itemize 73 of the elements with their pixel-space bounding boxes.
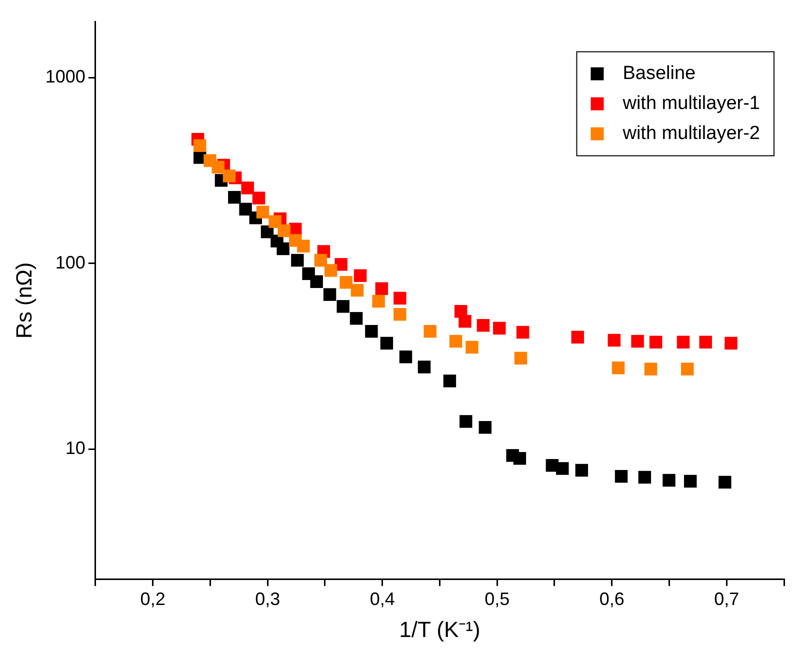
y-axis-title: Rs (nΩ): [11, 262, 36, 339]
x-tick-label: 0,5: [484, 588, 510, 609]
point: [458, 314, 472, 328]
x-tick-label: 0,3: [255, 588, 280, 609]
point: [418, 360, 431, 374]
point: [684, 474, 697, 488]
point: [399, 350, 412, 364]
point: [514, 352, 528, 365]
x-tick-label: 0,6: [599, 588, 624, 609]
point: [614, 470, 628, 483]
point: [638, 470, 652, 484]
point: [466, 340, 478, 354]
point: [314, 254, 328, 267]
point: [631, 334, 644, 348]
point: [212, 160, 224, 174]
point: [276, 242, 290, 256]
point: [516, 326, 530, 339]
point: [460, 415, 472, 428]
point: [291, 254, 304, 267]
point: [476, 319, 490, 332]
point: [310, 275, 323, 288]
point: [662, 474, 676, 487]
point: [222, 170, 236, 182]
legend-label: with multilayer-2: [622, 123, 760, 144]
point: [676, 336, 690, 348]
point: [513, 452, 526, 465]
point: [297, 240, 310, 252]
point: [365, 324, 378, 338]
point: [354, 269, 367, 282]
point: [575, 464, 588, 477]
point: [571, 330, 584, 344]
point: [256, 206, 270, 218]
point: [394, 308, 406, 321]
point: [340, 276, 352, 289]
point: [268, 215, 282, 228]
legend-label: Baseline: [622, 63, 696, 84]
x-tick-label: 0,4: [370, 588, 395, 609]
x-tick-label: 0,2: [140, 588, 166, 609]
x-tick-label: 0,7: [714, 588, 740, 609]
legend-label: with multilayer-1: [622, 93, 760, 114]
point: [478, 421, 492, 434]
point: [443, 374, 456, 388]
point: [556, 462, 569, 475]
point: [194, 139, 206, 152]
point: [644, 362, 658, 376]
point: [375, 282, 388, 295]
point: [372, 294, 385, 308]
point: [681, 362, 694, 376]
point: [252, 192, 266, 204]
x-axis-title: 1/T (K⁻¹): [399, 616, 480, 642]
point: [336, 300, 350, 313]
point: [350, 284, 364, 297]
point: [278, 224, 290, 238]
point: [241, 182, 254, 194]
point: [239, 202, 252, 216]
point: [394, 292, 406, 305]
point: [718, 476, 732, 489]
point: [228, 190, 241, 204]
point: [324, 264, 338, 277]
point: [612, 362, 625, 374]
point: [449, 334, 462, 348]
point: [724, 336, 738, 350]
point: [699, 336, 712, 348]
point: [493, 322, 506, 335]
point: [608, 334, 621, 347]
point: [323, 288, 336, 301]
point: [424, 324, 436, 338]
point: [649, 336, 662, 348]
y-tick-label: 1000: [45, 66, 86, 87]
y-tick-label: 100: [55, 252, 86, 272]
point: [350, 312, 363, 325]
point: [380, 336, 394, 350]
y-tick-label: 10: [65, 438, 86, 458]
